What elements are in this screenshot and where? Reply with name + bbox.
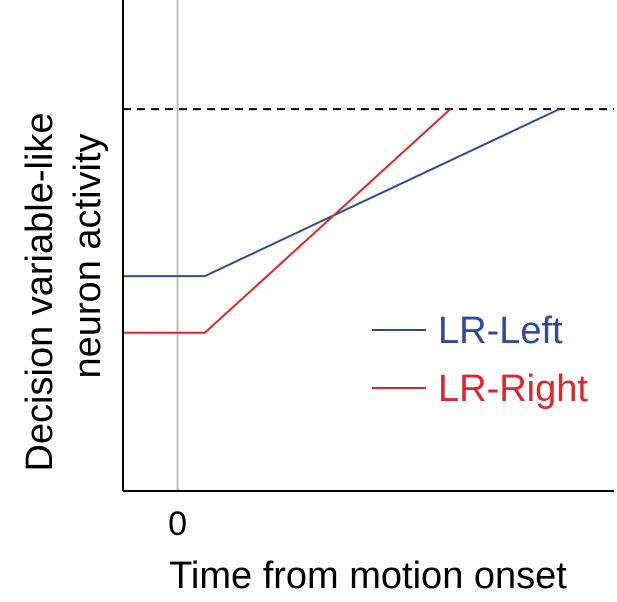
series-line-lr-right: [123, 108, 451, 334]
legend-label-lr-right: LR-Right: [438, 368, 588, 410]
y-axis-label-line-2: neuron activity: [67, 133, 109, 378]
x-tick-label: 0: [168, 505, 187, 543]
series-line-lr-left: [123, 108, 560, 278]
y-axis-label: Decision variable-like neuron activity: [19, 112, 109, 471]
x-axis-label: Time from motion onset: [169, 555, 567, 597]
y-axis-label-line-1: Decision variable-like: [19, 112, 61, 471]
legend: LR-Left LR-Right: [372, 310, 588, 410]
x-tick-labels: 0: [168, 505, 187, 543]
plot-area: [123, 0, 614, 491]
legend-label-lr-left: LR-Left: [438, 310, 563, 352]
